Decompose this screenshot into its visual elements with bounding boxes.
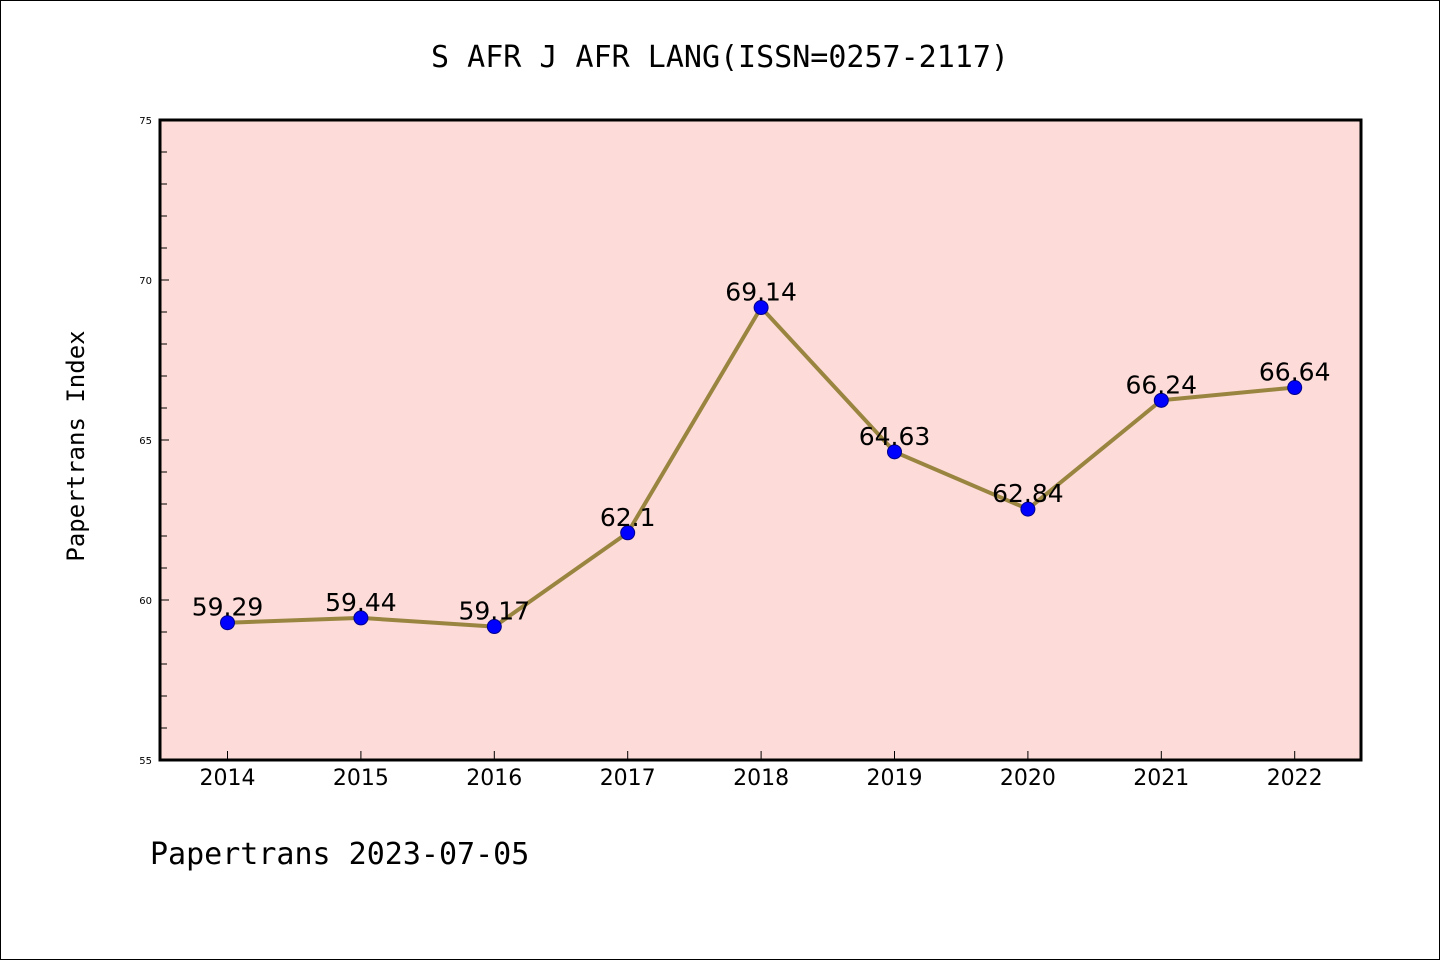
x-tick-label: 2018	[733, 766, 789, 791]
data-point-marker	[1020, 501, 1036, 517]
data-point-marker	[353, 610, 369, 626]
data-point-label: 59.29	[192, 593, 264, 622]
data-point-label: 66.64	[1259, 358, 1331, 387]
data-point-label: 62.84	[992, 479, 1064, 508]
x-tick-label: 2014	[200, 766, 256, 791]
data-point-label: 62.1	[600, 503, 656, 532]
data-point-marker	[220, 615, 235, 631]
plot-area	[160, 120, 1361, 760]
data-point-marker	[1153, 392, 1169, 408]
data-point-label: 59.17	[459, 597, 531, 626]
footer-credit: Papertrans 2023-07-05	[150, 837, 529, 872]
y-axis-label: Papertrans Index	[62, 330, 90, 561]
data-point-marker	[486, 619, 502, 635]
y-tick-label: 75	[139, 116, 152, 127]
y-tick-label: 70	[139, 276, 152, 287]
x-tick-label: 2021	[1133, 766, 1189, 791]
x-tick-label: 2019	[867, 766, 923, 791]
data-labels: 59.29 59.44 59.17 62.1 69.14 64.63 62.84 66.24 6…	[192, 278, 1331, 626]
x-axis: 2014 2015 2016 2017 2018 2019 2020 2021 2022	[200, 751, 1323, 791]
data-points	[220, 300, 1303, 635]
data-point-marker	[887, 444, 902, 460]
chart-title: S AFR J AFR LANG(ISSN=0257-2117)	[431, 40, 1009, 75]
data-point-label: 59.44	[325, 588, 397, 617]
data-point-label: 69.14	[725, 278, 797, 307]
y-tick-label: 65	[139, 436, 152, 447]
data-point-marker	[753, 300, 769, 316]
x-tick-label: 2022	[1267, 766, 1323, 791]
data-point-marker	[1287, 380, 1303, 396]
x-tick-label: 2015	[333, 766, 389, 791]
data-point-label: 66.24	[1126, 370, 1198, 399]
y-tick-label: 60	[139, 596, 152, 607]
x-tick-label: 2020	[1000, 766, 1056, 791]
y-tick-label: 55	[139, 756, 152, 767]
x-tick-label: 2016	[466, 766, 522, 791]
data-point-marker	[620, 525, 636, 541]
plot-border	[158, 118, 1363, 762]
x-tick-label: 2017	[600, 766, 656, 791]
data-point-label: 64.63	[859, 422, 931, 451]
